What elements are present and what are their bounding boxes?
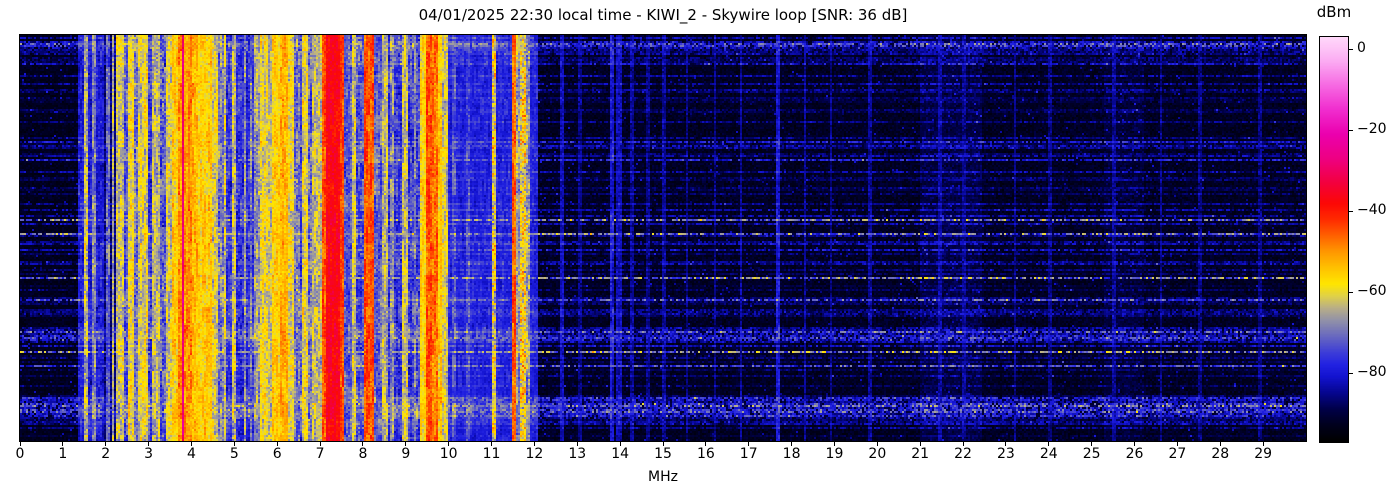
x-tick-mark <box>576 442 578 446</box>
x-tick-label: 24 <box>1039 446 1058 462</box>
x-tick-mark <box>791 442 793 446</box>
x-tick-mark <box>1091 442 1093 446</box>
x-axis-label: MHz <box>648 469 678 485</box>
x-tick-label: 1 <box>58 446 68 462</box>
x-tick-label: 13 <box>568 446 587 462</box>
x-tick-label: 19 <box>825 446 844 462</box>
x-tick-mark <box>962 442 964 446</box>
x-tick-mark <box>233 442 235 446</box>
colorbar-tick-label: −80 <box>1357 364 1387 381</box>
x-tick-label: 4 <box>186 446 196 462</box>
x-tick-label: 22 <box>954 446 972 462</box>
x-tick-label: 7 <box>315 446 325 462</box>
x-tick-label: 0 <box>15 446 25 462</box>
x-tick-mark <box>919 442 921 446</box>
colorbar-tick-label: 0 <box>1357 40 1366 57</box>
x-tick-label: 10 <box>439 446 458 462</box>
x-tick-mark <box>876 442 878 446</box>
colorbar-tick-label: −60 <box>1357 283 1387 300</box>
x-tick-mark <box>1134 442 1136 446</box>
x-tick-mark <box>405 442 407 446</box>
colorbar-tick-mark <box>1349 129 1353 131</box>
x-tick-mark <box>533 442 535 446</box>
waterfall-heatmap <box>19 34 1307 442</box>
x-tick-label: 23 <box>997 446 1015 462</box>
x-tick-label: 8 <box>358 446 368 462</box>
x-tick-label: 25 <box>1082 446 1101 462</box>
x-tick-label: 20 <box>868 446 887 462</box>
x-tick-label: 2 <box>101 446 111 462</box>
x-tick-label: 11 <box>482 446 501 462</box>
x-tick-mark <box>833 442 835 446</box>
x-tick-mark <box>748 442 750 446</box>
colorbar-tick-mark <box>1349 372 1353 374</box>
x-tick-mark <box>190 442 192 446</box>
x-tick-mark <box>491 442 493 446</box>
x-tick-label: 14 <box>611 446 630 462</box>
colorbar-tick-mark <box>1349 48 1353 50</box>
colorbar <box>1319 36 1349 443</box>
x-tick-mark <box>19 442 21 446</box>
x-tick-mark <box>448 442 450 446</box>
x-tick-label: 12 <box>525 446 544 462</box>
x-tick-label: 5 <box>229 446 239 462</box>
x-tick-mark <box>705 442 707 446</box>
x-tick-label: 9 <box>401 446 411 462</box>
x-tick-mark <box>1005 442 1007 446</box>
x-tick-mark <box>1219 442 1221 446</box>
x-tick-label: 29 <box>1254 446 1273 462</box>
colorbar-tick-mark <box>1349 291 1353 293</box>
x-tick-label: 18 <box>782 446 801 462</box>
x-tick-mark <box>1262 442 1264 446</box>
x-tick-mark <box>276 442 278 446</box>
chart-title: 04/01/2025 22:30 local time - KIWI_2 - S… <box>418 6 908 24</box>
x-tick-mark <box>62 442 64 446</box>
x-tick-mark <box>319 442 321 446</box>
x-tick-label: 15 <box>654 446 672 462</box>
x-tick-label: 26 <box>1125 446 1144 462</box>
colorbar-tick-mark <box>1349 210 1353 212</box>
x-tick-mark <box>1176 442 1178 446</box>
x-tick-mark <box>148 442 150 446</box>
x-tick-label: 17 <box>739 446 758 462</box>
x-tick-mark <box>662 442 664 446</box>
x-tick-mark <box>619 442 621 446</box>
x-tick-label: 16 <box>696 446 715 462</box>
x-tick-label: 6 <box>272 446 282 462</box>
x-tick-label: 3 <box>144 446 154 462</box>
x-tick-mark <box>1048 442 1050 446</box>
x-tick-label: 28 <box>1211 446 1230 462</box>
colorbar-label: dBm <box>1316 3 1352 21</box>
x-tick-mark <box>105 442 107 446</box>
x-tick-label: 21 <box>911 446 930 462</box>
colorbar-tick-label: −20 <box>1357 121 1387 138</box>
x-tick-label: 27 <box>1168 446 1187 462</box>
x-tick-mark <box>362 442 364 446</box>
colorbar-tick-label: −40 <box>1357 202 1387 219</box>
